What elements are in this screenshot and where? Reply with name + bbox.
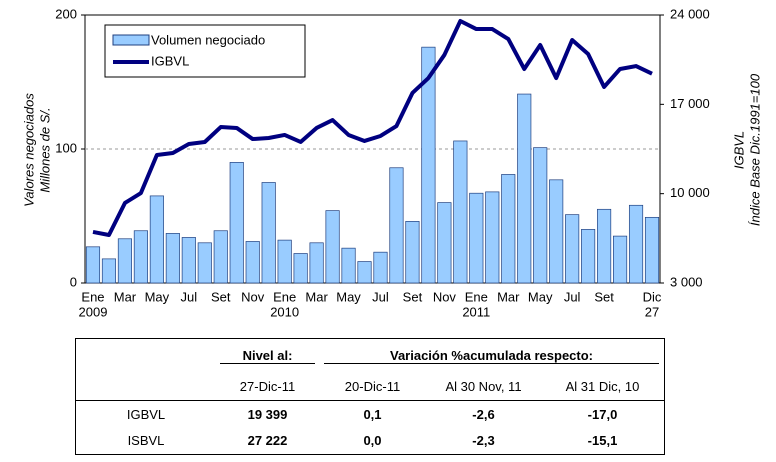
cell: 0,1: [363, 406, 382, 422]
y-label: Valores negociados: [21, 93, 36, 207]
cell: -2,3: [472, 433, 495, 449]
bar: [293, 253, 308, 284]
x-sublabel: 2011: [462, 304, 490, 319]
header: Variación %acumulada respecto:: [324, 348, 659, 364]
bar: [517, 93, 532, 284]
bar: [581, 229, 596, 284]
bar: [277, 239, 292, 284]
bar: [261, 182, 276, 284]
bar: [181, 237, 196, 284]
bar: [85, 246, 101, 284]
bar: [389, 167, 404, 284]
y2-label: IGBVL: [731, 131, 746, 169]
bar: [197, 242, 212, 284]
y-tick-label: 0: [70, 274, 77, 289]
cell: 19 399: [247, 406, 288, 422]
bar: [341, 247, 356, 284]
x-tick-label: Ene: [273, 289, 296, 304]
x-sublabel: 2010: [270, 304, 299, 319]
cell: 0,0: [363, 433, 382, 449]
bar: [117, 238, 132, 284]
legend-box: [104, 24, 306, 78]
bar: [533, 147, 548, 284]
bar: [149, 195, 164, 284]
bar: [628, 204, 644, 284]
y2-tick-label: 10 000: [670, 185, 710, 200]
legend-label: IGBVL: [151, 53, 189, 68]
bar: [101, 258, 117, 284]
row-label: ISBVL: [127, 433, 165, 449]
cell: -15,1: [587, 433, 618, 449]
x-tick-label: Mar: [497, 289, 520, 304]
x-tick-label: May: [145, 289, 170, 304]
y2-tick-label: 24 000: [670, 6, 710, 21]
cell: 27 222: [247, 433, 288, 449]
x-tick-label: Jul: [181, 289, 198, 304]
x-tick-label: Nov: [241, 289, 265, 304]
bar: [309, 242, 324, 284]
chart: Valores negociados Millones de S/. IGBVL…: [21, 6, 762, 319]
cell: -17,0: [587, 406, 618, 422]
x-tick-label: Dic: [643, 289, 662, 304]
cell: -2,6: [472, 406, 495, 422]
x-tick-label: Mar: [114, 289, 137, 304]
bar: [373, 251, 388, 284]
x-tick-label: Jul: [372, 289, 389, 304]
bar: [644, 216, 660, 284]
y-tick-label: 100: [55, 140, 77, 155]
subheader: Al 31 Dic, 10: [565, 378, 640, 394]
x-sublabel: 2009: [79, 304, 108, 319]
line: [92, 18, 653, 238]
bar: [229, 162, 244, 284]
bar: [613, 235, 628, 284]
legend-label: Volumen negociado: [151, 32, 265, 47]
legend-swatch: [112, 34, 150, 46]
y-label: Millones de S/.: [37, 107, 52, 192]
bar: [501, 174, 516, 284]
bar: [165, 233, 180, 284]
y-tick-label: 200: [55, 6, 77, 21]
bar: [405, 221, 420, 284]
bar: [485, 191, 500, 284]
bar: [549, 179, 564, 284]
y2-tick-label: 3 000: [670, 274, 703, 289]
x-sublabel: 27: [645, 304, 659, 319]
y2-label: Índice Base Dic.1991=100: [747, 73, 762, 226]
x-tick-label: Jul: [564, 289, 581, 304]
bar: [357, 261, 372, 284]
x-tick-label: May: [336, 289, 361, 304]
x-tick-label: Ene: [81, 289, 104, 304]
y2-tick-label: 17 000: [670, 96, 710, 111]
bar: [469, 192, 484, 284]
x-tick-label: Nov: [433, 289, 457, 304]
bar: [565, 214, 580, 284]
x-tick-label: May: [528, 289, 553, 304]
bar: [421, 46, 436, 284]
subheader: 20-Dic-11: [344, 378, 401, 394]
bar: [213, 230, 228, 284]
header: Nivel al:: [220, 348, 315, 364]
x-tick-label: Ene: [465, 289, 488, 304]
bar: [245, 241, 260, 284]
bar: [597, 208, 612, 284]
bar: [133, 230, 148, 284]
subheader: Al 30 Nov, 11: [445, 378, 522, 394]
row-label: IGBVL: [126, 406, 166, 422]
bar: [325, 210, 340, 284]
bar: [453, 140, 468, 284]
x-tick-label: Set: [403, 289, 423, 304]
x-tick-label: Mar: [305, 289, 328, 304]
x-tick-label: Set: [594, 289, 614, 304]
subheader: 27-Dic-11: [239, 378, 296, 394]
x-tick-label: Set: [211, 289, 231, 304]
summary-table: Nivel al: Variación %acumulada respecto:…: [75, 338, 665, 455]
bar: [437, 202, 452, 284]
